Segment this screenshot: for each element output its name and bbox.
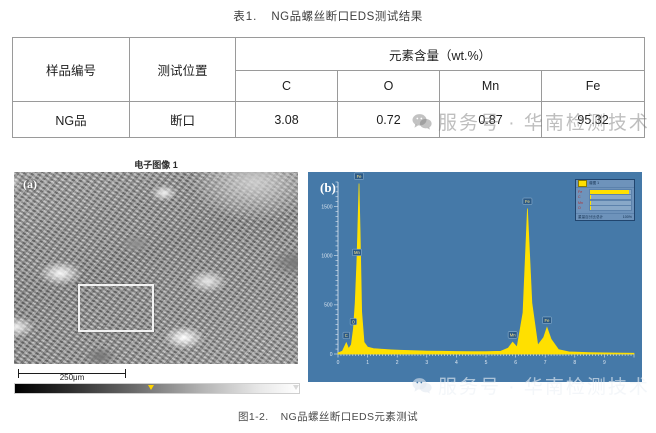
scale-bar: 250μm [14,366,298,382]
eds-legend-box[interactable]: 谱图 1 Fe C Mn O 重量百分比总计 100% [575,179,635,221]
svg-text:Fe: Fe [525,199,531,204]
gradient-marker-icon [148,385,155,390]
sem-micrograph-panel-a: (a) [14,172,298,364]
panel-label-b: (b) [320,180,336,195]
cell-sample-id: NG品 [12,101,130,138]
legend-color-swatch [578,180,587,187]
legend-bar-fill [590,189,629,194]
cell-value-c: 3.08 [235,101,338,138]
x-tick-label: 7 [544,360,547,366]
x-tick-label: 4 [455,360,458,366]
header-element-o: O [337,70,440,102]
peak-label-fe: Fe [354,172,364,180]
grayscale-gradient-strip [14,383,300,394]
table-header-row-2: C O Mn Fe [13,70,646,102]
figure-area: 电子图像 1 (a) 250μm 0 1 2 3 4 5 6 7 8 9 0 500 1000 1500 … [0,158,656,398]
peak-label-o: O [349,318,357,326]
table-header-row-1: 样品编号 测试位置 元素含量（wt.%） [12,37,646,102]
cell-value-o: 0.72 [337,101,440,138]
x-tick-label: 5 [485,360,488,366]
legend-element-symbol: Mn [578,200,583,205]
svg-text:Mn: Mn [354,250,360,255]
y-tick-label: 1000 [321,254,332,260]
figure-caption-prefix: 图1-2. [237,411,269,423]
legend-footer: 重量百分比总计 100% [576,213,634,220]
figure-caption-text: NG品螺丝断口EDS元素测试 [280,411,419,423]
header-sample-id: 样品编号 [12,37,130,102]
svg-text:Fe: Fe [545,318,551,323]
legend-element-symbol: Fe [578,189,583,194]
header-element-c: C [235,70,338,102]
legend-row-o: O [578,205,632,212]
cell-test-location: 断口 [129,101,236,138]
gradient-marker-end-icon [293,385,300,390]
x-tick-label: 8 [573,360,576,366]
svg-text:Fe: Fe [357,174,363,179]
header-element-content: 元素含量（wt.%） [234,37,646,71]
legend-bar-fill [590,195,592,200]
table-title: 表1. NG品螺丝断口EDS测试结果 [0,8,656,24]
sem-highlight [190,172,298,222]
header-test-location: 测试位置 [129,37,236,102]
x-tick-label: 1 [366,360,369,366]
table-row: NG品 断口 3.08 0.72 0.87 95.32 [12,101,646,138]
panel-label-a: (a) [23,177,37,191]
legend-element-symbol: O [578,206,581,211]
legend-footer-label: 重量百分比总计 [578,214,604,219]
y-tick-label: 0 [330,352,333,358]
roi-selection-box [78,284,154,332]
legend-bar-track [589,205,632,212]
electron-image-title: 电子图像 1 [134,160,178,170]
peak-labels: C O Mn Fe Mn Fe Fe [342,172,552,339]
x-tick-label: 0 [337,360,340,366]
svg-text:C: C [345,333,348,338]
peak-label-c: C [342,331,350,339]
x-tick-label: 6 [514,360,517,366]
x-tick-label: 3 [425,360,428,366]
legend-header: 谱图 1 [576,180,634,188]
table-title-text: NG品螺丝断口EDS测试结果 [271,11,423,23]
legend-element-rows: Fe C Mn O [576,188,634,212]
peak-label-fe: Fe [522,197,533,205]
legend-element-symbol: C [578,195,581,200]
cell-value-fe: 95.32 [540,101,646,138]
x-tick-label: 9 [603,360,606,366]
table-title-prefix: 表1. [233,11,258,23]
peak-label-mn: Mn [352,248,362,256]
y-tick-label: 1500 [321,204,332,210]
header-element-mn: Mn [439,70,542,102]
svg-text:O: O [352,319,356,324]
eds-results-table: 样品编号 测试位置 元素含量（wt.%） C O Mn Fe NG品 断口 3.… [12,37,646,138]
legend-caption: 谱图 1 [589,181,600,185]
x-tick-label: 2 [396,360,399,366]
cell-value-mn: 0.87 [439,101,542,138]
eds-spectrum-panel-b: 0 1 2 3 4 5 6 7 8 9 0 500 1000 1500 C O Mn Fe Mn Fe Fe (b) … [308,172,642,382]
svg-text:Mn: Mn [510,333,516,338]
y-tick-label: 500 [324,303,333,309]
scale-bar-label: 250μm [59,373,85,382]
peak-label-mn: Mn [507,331,518,339]
peak-label-fe: Fe [542,316,552,324]
legend-footer-value: 100% [622,215,632,219]
spectrum-curve [337,183,635,355]
scale-bar-line [18,369,126,378]
header-element-fe: Fe [540,70,646,102]
figure-caption: 图1-2. NG品螺丝断口EDS元素测试 [0,409,656,424]
